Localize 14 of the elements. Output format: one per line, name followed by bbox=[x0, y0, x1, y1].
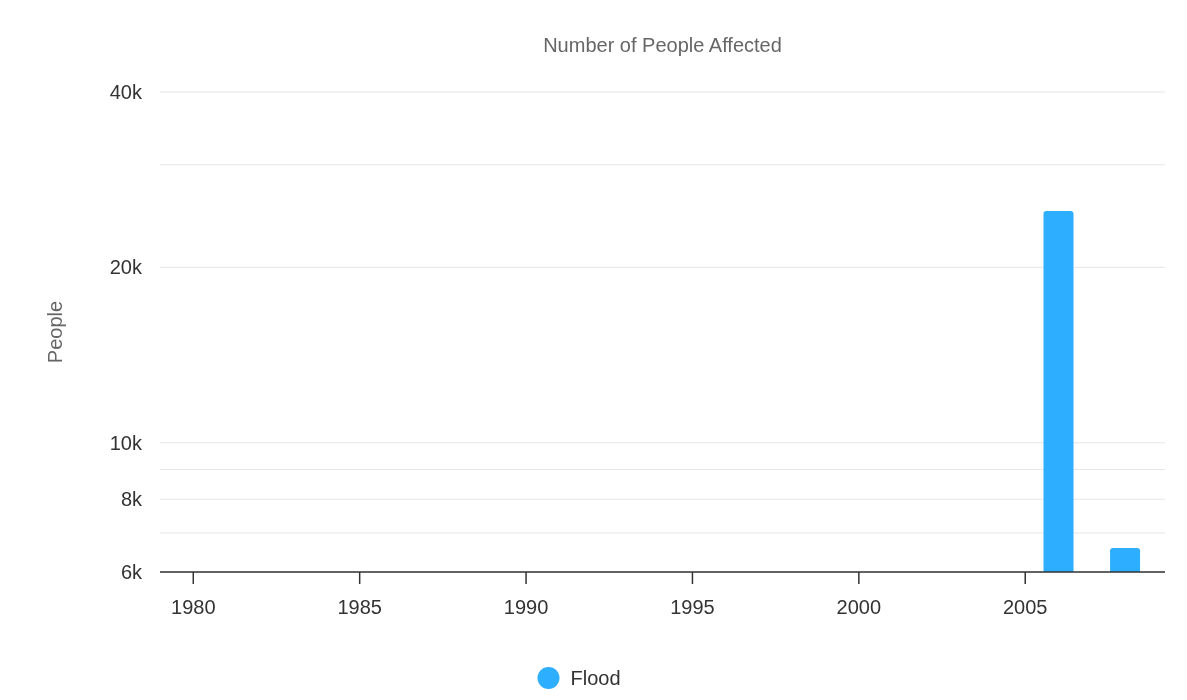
y-tick-label: 8k bbox=[120, 488, 143, 511]
y-tick-label: 10k bbox=[109, 431, 143, 454]
x-tick-label: 1995 bbox=[670, 596, 715, 618]
chart-title: Number of People Affected bbox=[543, 34, 782, 56]
y-tick-label: 20k bbox=[109, 256, 143, 279]
y-tick-label: 6k bbox=[120, 561, 143, 583]
y-tick-label: 40k bbox=[109, 81, 143, 103]
x-tick-label: 2005 bbox=[1002, 596, 1048, 618]
x-tick-label: 1985 bbox=[337, 596, 382, 618]
x-tick-label: 1980 bbox=[171, 596, 216, 618]
x-tick-label: 1990 bbox=[503, 596, 549, 618]
y-axis-title: People bbox=[44, 300, 66, 364]
x-tick-label: 2000 bbox=[836, 596, 882, 618]
legend-label: Flood bbox=[570, 667, 621, 689]
